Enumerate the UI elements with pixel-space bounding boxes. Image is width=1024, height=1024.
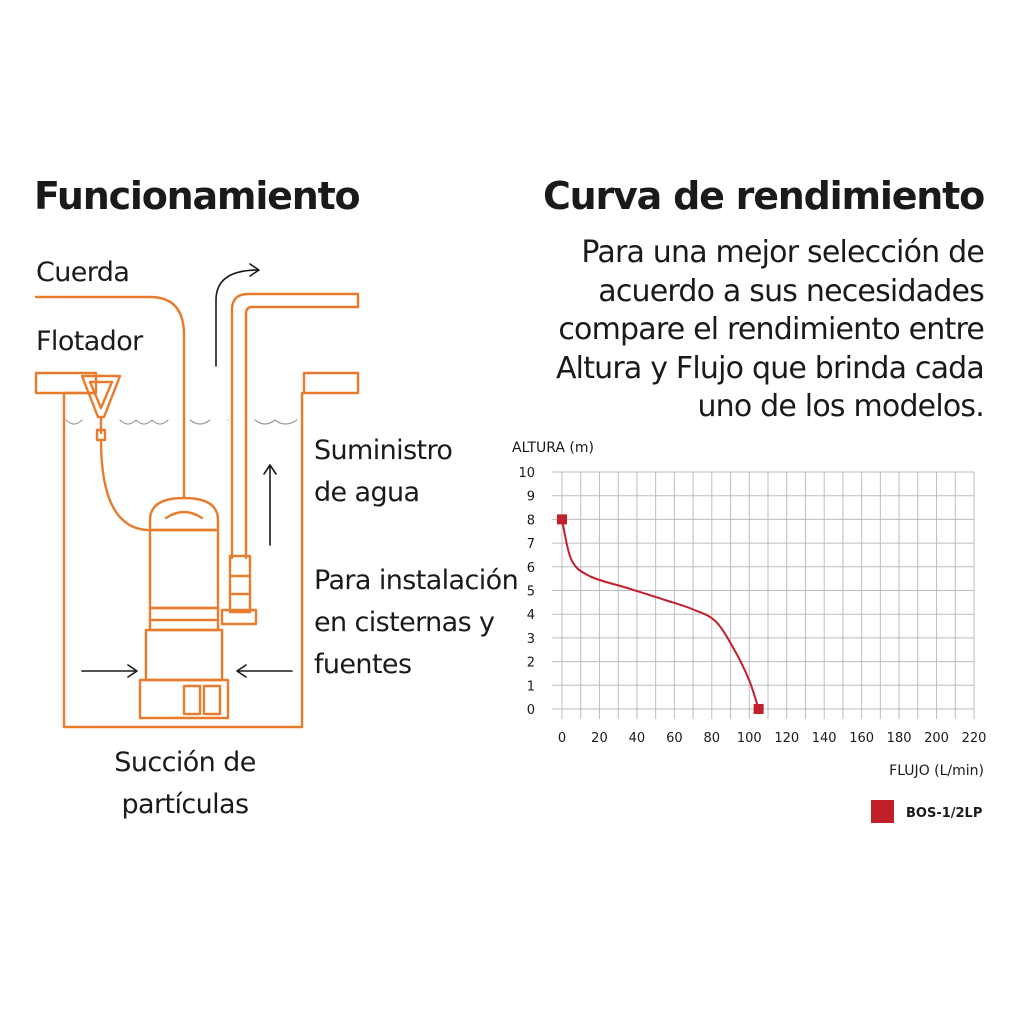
y-tick-label: 8	[527, 513, 535, 528]
label-succion: Succión de partículas	[60, 742, 310, 826]
description-line-5: uno de los modelos.	[697, 389, 984, 424]
label-succion-line-2: partículas	[121, 789, 250, 820]
y-tick-label: 6	[527, 561, 535, 576]
chart-series	[557, 514, 764, 714]
pump-base	[138, 678, 230, 720]
x-tick-label: 180	[887, 731, 912, 746]
series-endpoint-marker	[753, 704, 764, 714]
x-tick-label: 20	[591, 731, 608, 746]
rope	[34, 295, 186, 499]
x-tick-label: 140	[812, 731, 837, 746]
left-inflow-arrow-icon	[81, 664, 138, 678]
pump-handle	[148, 496, 220, 532]
label-instalacion-line-3: fuentes	[314, 649, 412, 680]
water-surface-left	[65, 419, 298, 425]
description-line-3: compare el rendimiento entre	[558, 312, 984, 347]
float-clip	[95, 428, 107, 442]
label-suministro-line-1: Suministro	[314, 435, 453, 466]
label-suministro: Suministro de agua	[314, 430, 453, 514]
label-flotador: Flotador	[36, 326, 143, 357]
y-tick-label: 0	[527, 703, 535, 718]
right-inflow-arrow-icon	[236, 664, 293, 678]
x-tick-label: 40	[629, 731, 646, 746]
legend: BOS-1/2LP	[871, 800, 982, 823]
y-tick-label: 7	[527, 537, 535, 552]
label-succion-line-1: Succión de	[114, 747, 256, 778]
x-tick-label: 220	[962, 731, 987, 746]
y-tick-label: 1	[527, 679, 535, 694]
y-tick-label: 9	[527, 490, 535, 505]
x-tick-label: 200	[924, 731, 949, 746]
label-instalacion-line-2: en cisternas y	[314, 607, 495, 638]
x-tick-label: 0	[558, 731, 566, 746]
y-tick-label: 10	[518, 466, 535, 481]
label-suministro-line-2: de agua	[314, 477, 420, 508]
pump-grate-left	[182, 684, 202, 716]
description-line-2: acuerdo a sus necesidades	[598, 273, 985, 309]
diagram-title: Funcionamiento	[34, 174, 361, 218]
x-tick-label: 80	[704, 731, 721, 746]
y-tick-label: 2	[527, 656, 535, 671]
outflow-arrow-icon	[215, 263, 260, 367]
chart-section-title: Curva de rendimiento	[542, 174, 985, 218]
legend-label: BOS-1/2LP	[906, 806, 982, 821]
x-axis-label: FLUJO (L/min)	[889, 763, 984, 779]
pipe-coupling	[228, 554, 252, 614]
label-instalacion-line-1: Para instalación	[314, 565, 519, 596]
label-instalacion: Para instalación en cisternas y fuentes	[314, 560, 519, 686]
float-icon	[80, 374, 122, 419]
x-tick-label: 120	[774, 731, 799, 746]
label-cuerda: Cuerda	[36, 257, 130, 288]
float-inner	[88, 380, 114, 410]
x-tick-label: 60	[666, 731, 683, 746]
x-tick-label: 160	[849, 731, 874, 746]
legend-swatch	[871, 800, 894, 823]
y-tick-label: 3	[527, 632, 535, 647]
description-line-1: Para una mejor selección de	[581, 235, 984, 270]
tank-outline	[34, 371, 360, 729]
chart-ticks: 0 20 40 60 80 100 120 140 160 180 200 220 0 1 2 3 4 5 6 7 8 9…	[518, 466, 986, 746]
discharge-pipe	[230, 292, 360, 560]
x-tick-label: 100	[737, 731, 762, 746]
pipe-base	[220, 608, 258, 626]
pump-grate-right	[202, 684, 222, 716]
y-tick-label: 4	[527, 608, 535, 623]
chart-grid	[552, 471, 975, 719]
series-line	[561, 519, 760, 710]
tank-left-rim	[34, 371, 98, 395]
series-endpoint-marker	[557, 514, 567, 525]
description: Para una mejor selección de acuerdo a su…	[555, 234, 985, 427]
description-line-4: Altura y Flujo que brinda cada	[555, 350, 985, 386]
up-arrow-icon	[263, 464, 277, 546]
y-axis-label: ALTURA (m)	[512, 440, 594, 456]
y-tick-label: 5	[527, 585, 535, 600]
pump-diagram	[34, 263, 360, 729]
